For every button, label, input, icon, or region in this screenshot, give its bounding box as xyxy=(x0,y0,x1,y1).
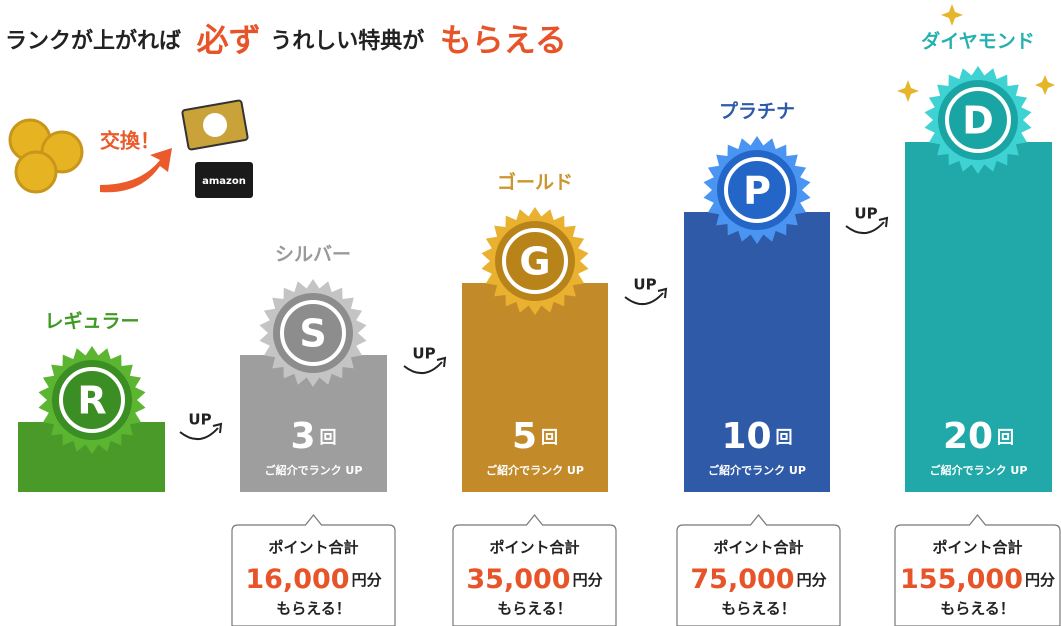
box-footer: もらえる！ xyxy=(940,600,1015,618)
rank-name: プラチナ xyxy=(719,100,795,123)
rank-name: レギュラー xyxy=(44,311,139,333)
badge-inner xyxy=(717,150,797,230)
up-arrow xyxy=(179,427,219,440)
amount-unit: 円分 xyxy=(1025,571,1055,589)
amount-unit: 円分 xyxy=(797,571,827,589)
up-arrowhead xyxy=(436,356,447,368)
sparkles xyxy=(897,4,1055,102)
badge-letter: P xyxy=(743,169,771,213)
up-label: UP xyxy=(188,411,211,429)
box-footer: もらえる！ xyxy=(721,600,796,618)
rank-count: 20 回 xyxy=(943,416,1014,457)
reward-box xyxy=(894,514,1061,626)
up-arrowhead xyxy=(878,216,889,228)
rank-pedestal xyxy=(684,212,830,492)
badge-inner xyxy=(495,221,575,301)
count-number: 10 xyxy=(721,416,771,457)
amount-number: 75,000 xyxy=(690,564,794,595)
badge-letter: S xyxy=(299,312,326,356)
badge-ring xyxy=(59,367,125,433)
box-title: ポイント合計 xyxy=(713,539,803,557)
badge-ring xyxy=(724,157,790,223)
rank-note: ご紹介でランク UP xyxy=(265,463,363,477)
rank-note: ご紹介でランク UP xyxy=(930,463,1028,477)
amount-unit: 円分 xyxy=(573,571,603,589)
heading-emphasis: もらえる xyxy=(440,21,567,59)
exchange-label: 交換！ xyxy=(100,129,160,153)
heading-part: ランクが上がれば xyxy=(5,28,181,54)
amount-number: 16,000 xyxy=(245,564,349,595)
box-title: ポイント合計 xyxy=(489,539,579,557)
count-unit: 回 xyxy=(541,428,558,448)
box-footer: もらえる！ xyxy=(276,600,351,618)
heading-part: うれしい特典が xyxy=(270,28,424,54)
reward-box xyxy=(452,514,617,626)
card-label: amazon xyxy=(202,176,246,187)
box-title: ポイント合計 xyxy=(268,539,358,557)
count-unit: 回 xyxy=(320,428,337,448)
box-title: ポイント合計 xyxy=(932,539,1022,557)
up-arrowhead xyxy=(657,287,668,299)
gift-card: amazon xyxy=(195,162,253,198)
badge-ring xyxy=(945,87,1011,153)
badge-ring xyxy=(502,228,568,294)
up-label: UP xyxy=(633,276,656,294)
box-amount: 75,000 円分 xyxy=(690,564,826,595)
exchange-arrow xyxy=(100,148,172,193)
box-amount: 35,000 円分 xyxy=(466,564,602,595)
up-arrow xyxy=(845,221,885,234)
badge-inner xyxy=(938,80,1018,160)
amount-number: 35,000 xyxy=(466,564,570,595)
badge-letter: D xyxy=(962,99,994,143)
badge-inner xyxy=(52,360,132,440)
heading: ランクが上がれば 必ず うれしい特典が もらえる xyxy=(5,21,567,59)
rank-pedestal xyxy=(462,283,608,492)
reward-box xyxy=(231,514,396,626)
rank-name: ダイヤモンド xyxy=(921,30,1034,53)
badge-letter: G xyxy=(519,240,550,284)
coins xyxy=(8,118,84,194)
count-unit: 回 xyxy=(997,428,1014,448)
badge-letter: R xyxy=(77,379,106,423)
count-number: 5 xyxy=(512,416,537,457)
up-label: UP xyxy=(854,205,877,223)
up-arrowhead xyxy=(212,422,223,434)
box-footer: もらえる！ xyxy=(497,600,572,618)
up-arrow xyxy=(624,292,664,305)
badge-inner xyxy=(273,293,353,373)
box-amount: 155,000 円分 xyxy=(900,564,1055,595)
up-arrow xyxy=(403,361,443,374)
count-number: 3 xyxy=(290,416,315,457)
rank-name: シルバー xyxy=(275,244,351,266)
count-number: 20 xyxy=(943,416,993,457)
rank-count: 10 回 xyxy=(721,416,792,457)
rank-note: ご紹介でランク UP xyxy=(486,463,584,477)
count-unit: 回 xyxy=(776,428,793,448)
reward-box xyxy=(676,514,841,626)
money-icon xyxy=(181,99,249,151)
badge-ring xyxy=(280,300,346,366)
box-amount: 16,000 円分 xyxy=(245,564,381,595)
amount-number: 155,000 xyxy=(900,564,1023,595)
heading-emphasis: 必ず xyxy=(197,21,261,59)
amount-unit: 円分 xyxy=(352,571,382,589)
rank-pedestal xyxy=(905,142,1052,492)
up-label: UP xyxy=(412,345,435,363)
rank-name: ゴールド xyxy=(497,171,573,194)
rank-note: ご紹介でランク UP xyxy=(708,463,806,477)
